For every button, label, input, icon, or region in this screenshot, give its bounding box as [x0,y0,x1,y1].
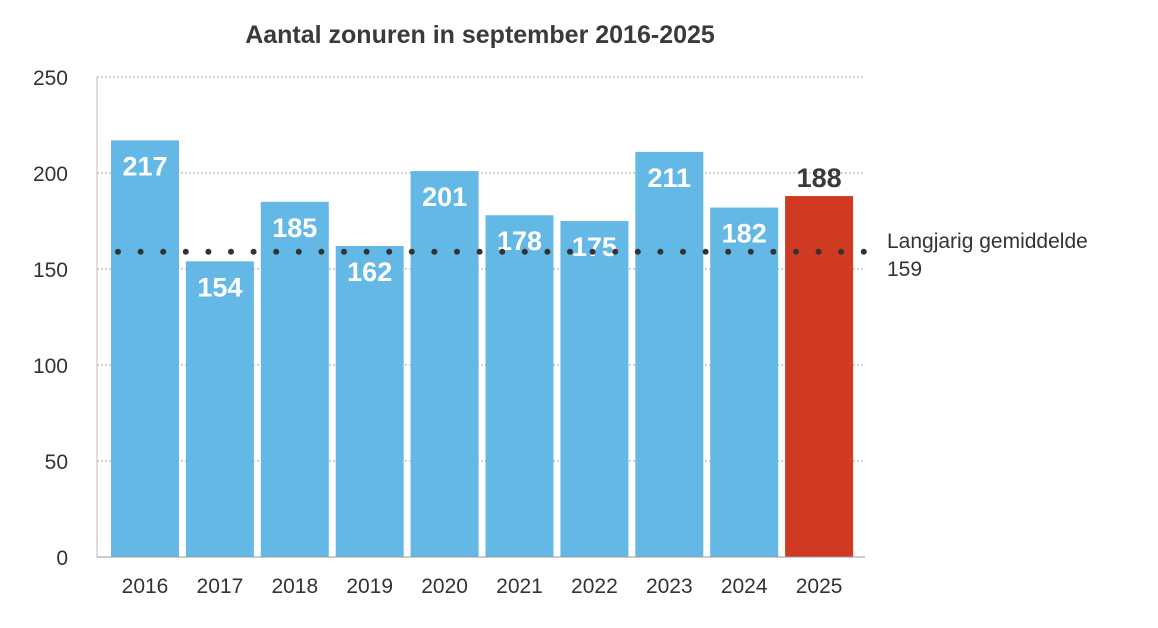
reference-line-dot [318,248,325,255]
chart-title: Aantal zonuren in september 2016-2025 [245,21,715,49]
y-tick-label: 100 [33,355,68,378]
reference-line-dot [363,248,370,255]
reference-line-dot [295,248,302,255]
x-tick-label: 2017 [197,575,244,598]
x-tick-label: 2025 [796,575,843,598]
x-tick-label: 2016 [122,575,169,598]
reference-line-dot [205,248,212,255]
bar-value-label: 175 [572,232,617,262]
reference-line-dot [747,248,754,255]
y-axis-ticks: 0 50 100 150 200 250 [33,67,68,570]
y-tick-label: 0 [56,547,68,570]
reference-line-dot [160,248,167,255]
y-tick-label: 200 [33,163,68,186]
reference-line-dot [770,248,777,255]
bar-2021 [485,215,554,558]
y-tick-label: 250 [33,67,68,90]
bar-value-label: 217 [122,151,167,181]
bar-value-label: 182 [722,219,767,249]
reference-line-dot [612,248,619,255]
x-tick-label: 2022 [571,575,618,598]
bar-value-label: 188 [797,163,842,193]
reference-line-dot [408,248,415,255]
bar-2020 [410,171,479,557]
bar-2025 [785,196,854,558]
reference-line-dot [815,248,822,255]
bar-2016 [111,140,179,558]
reference-line-dot [250,248,257,255]
x-tick-label: 2024 [721,575,768,598]
bar-2019 [335,245,404,557]
reference-line-dot [454,248,460,255]
x-tick-label: 2018 [271,575,318,598]
x-tick-label: 2023 [646,575,693,598]
reference-line-dot [182,248,189,255]
reference-line-dot [838,248,845,255]
reference-line [115,248,867,255]
reference-line-value: 159 [887,258,922,281]
reference-line-dot [702,248,709,255]
reference-line-dot [860,248,867,255]
reference-line-dot [657,248,664,255]
reference-line-dot [521,248,528,255]
bar-2017 [185,261,254,557]
x-tick-label: 2019 [346,575,393,598]
reference-line-dot [589,248,596,255]
y-tick-label: 150 [33,259,68,282]
x-tick-label: 2020 [421,575,468,598]
reference-line-dot [634,248,641,255]
reference-line-dot [386,248,393,255]
reference-line-dot [567,248,573,255]
bar-value-label: 154 [197,272,242,302]
reference-line-dot [341,248,347,255]
reference-line-dot [793,248,799,255]
reference-line-dot [115,248,121,255]
reference-line-dot [273,248,280,255]
bar-2022 [560,221,629,557]
bar-value-label: 201 [422,182,467,212]
bar-value-label: 211 [648,163,692,193]
reference-line-dot [499,248,506,255]
reference-line-dot [137,248,144,255]
reference-line-dot [680,248,686,255]
reference-line-dot [431,248,438,255]
reference-line-dot [725,248,732,255]
bar-2023 [635,151,704,557]
bar-2018 [260,201,329,558]
reference-line-dot [476,248,483,255]
reference-line-label: Langjarig gemiddelde [887,230,1088,253]
y-tick-label: 50 [45,451,68,474]
bar-value-label: 185 [272,213,317,243]
bar-value-label: 162 [347,257,392,287]
bar-2024 [710,207,779,557]
reference-line-dot [228,248,234,255]
reference-line-dot [544,248,551,255]
x-tick-label: 2021 [496,575,543,598]
x-axis-ticks: 2016 2017 2018 2019 2020 2021 2022 2023 2024 2025 [122,575,843,598]
